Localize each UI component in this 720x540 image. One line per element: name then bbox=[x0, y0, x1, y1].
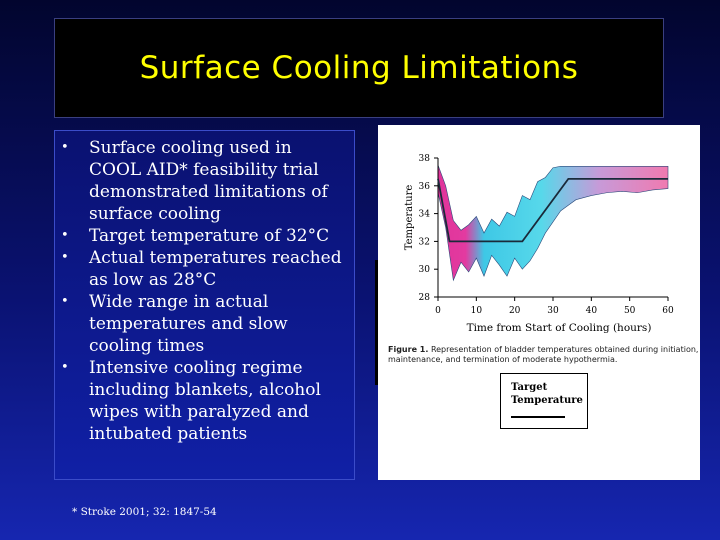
slide-title: Surface Cooling Limitations bbox=[139, 50, 579, 86]
y-tick-label: 32 bbox=[419, 237, 430, 247]
bullet-dot: • bbox=[61, 140, 69, 155]
bullet-dot: • bbox=[61, 360, 69, 375]
legend-label: Target Temperature bbox=[511, 382, 583, 406]
figure-panel: 28 30 32 34 36 38 0 10 20 30 40 50 60 Time from Start… bbox=[378, 125, 700, 480]
x-tick-label: 40 bbox=[586, 306, 598, 316]
y-tick-label: 28 bbox=[419, 293, 431, 303]
y-axis-label: Temperature bbox=[404, 185, 415, 251]
y-tick-label: 36 bbox=[419, 182, 431, 192]
y-tick-label: 38 bbox=[419, 154, 431, 164]
figure-caption: Figure 1. Representation of bladder temp… bbox=[378, 345, 700, 365]
bullet-dot: • bbox=[61, 250, 69, 265]
chart-legend: Target Temperature bbox=[500, 373, 588, 429]
y-tick-label: 30 bbox=[419, 265, 431, 275]
x-tick-label: 60 bbox=[662, 306, 674, 316]
x-axis-label: Time from Start of Cooling (hours) bbox=[467, 322, 652, 334]
bullet-item: • Target temperature of 32°C bbox=[55, 225, 346, 247]
bullet-text: Actual temperatures reached as low as 28… bbox=[89, 248, 342, 290]
citation-footnote: * Stroke 2001; 32: 1847-54 bbox=[72, 506, 217, 518]
bullet-text: Wide range in actual temperatures and sl… bbox=[89, 292, 288, 356]
temperature-range-band bbox=[437, 164, 669, 282]
bullet-dot: • bbox=[61, 294, 69, 309]
x-tick-label: 50 bbox=[624, 306, 636, 316]
x-tick-label: 20 bbox=[509, 306, 521, 316]
title-box: Surface Cooling Limitations bbox=[54, 18, 664, 118]
bullet-text: Target temperature of 32°C bbox=[89, 226, 330, 246]
caption-label: Figure 1. bbox=[388, 345, 429, 354]
bullet-panel: • Surface cooling used in COOL AID* feasi… bbox=[54, 130, 355, 480]
caption-text: Representation of bladder temperatures o… bbox=[388, 345, 699, 364]
bullet-item: • Surface cooling used in COOL AID* feasi… bbox=[55, 137, 346, 225]
bullet-text: Surface cooling used in COOL AID* feasib… bbox=[89, 138, 328, 224]
bullet-item: • Intensive cooling regime including blan… bbox=[55, 357, 346, 445]
x-tick-label: 0 bbox=[435, 306, 441, 316]
bullet-list: • Surface cooling used in COOL AID* feasi… bbox=[55, 131, 354, 445]
y-tick-label: 34 bbox=[419, 210, 431, 220]
bullet-text: Intensive cooling regime including blank… bbox=[89, 358, 321, 444]
legend-line-swatch bbox=[511, 416, 565, 418]
bullet-item: • Wide range in actual temperatures and s… bbox=[55, 291, 346, 357]
temperature-chart: 28 30 32 34 36 38 0 10 20 30 40 50 60 Time from Start… bbox=[404, 154, 674, 334]
x-tick-label: 30 bbox=[547, 306, 559, 316]
figure-shadow bbox=[375, 260, 378, 385]
bullet-item: • Actual temperatures reached as low as 2… bbox=[55, 247, 346, 291]
bullet-dot: • bbox=[61, 228, 69, 243]
x-tick-label: 10 bbox=[471, 306, 483, 316]
target-temperature-line bbox=[437, 177, 668, 243]
